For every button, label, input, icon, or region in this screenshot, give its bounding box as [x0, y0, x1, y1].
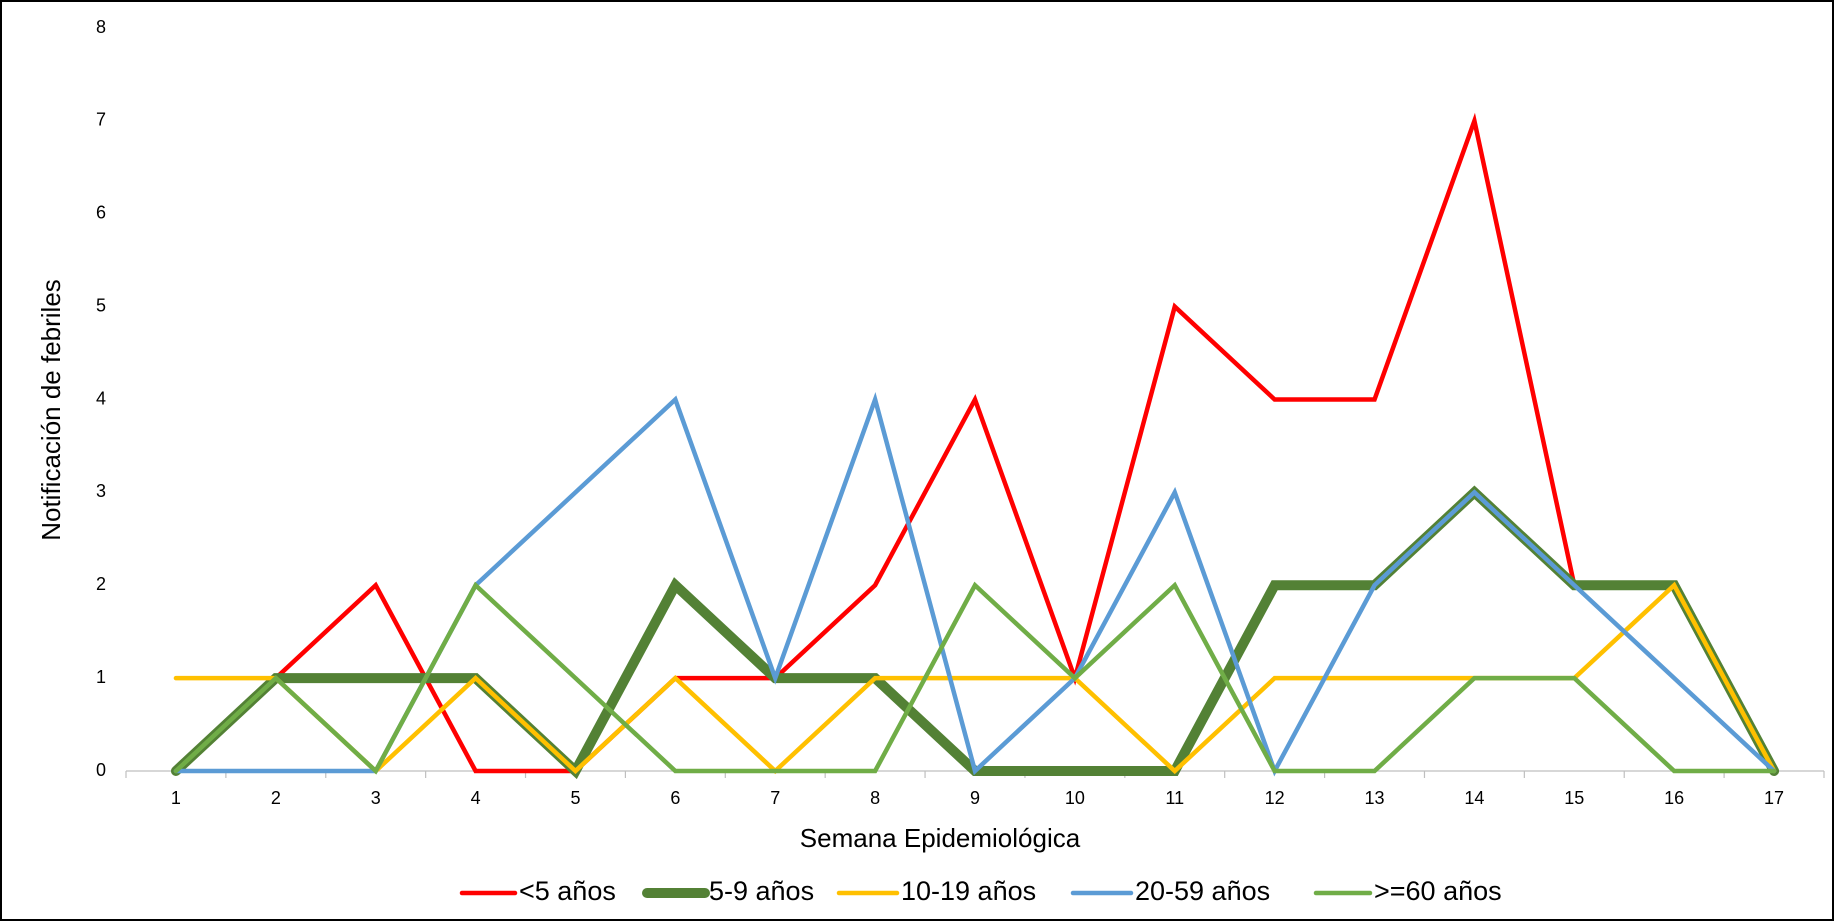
y-tick-label: 5: [96, 295, 106, 315]
y-axis-title: Notificación de febriles: [36, 279, 66, 541]
x-tick-label: 7: [770, 788, 780, 808]
x-tick-label: 16: [1664, 788, 1684, 808]
x-tick-label: 14: [1464, 788, 1484, 808]
x-tick-label: 13: [1365, 788, 1385, 808]
y-tick-label: 2: [96, 574, 106, 594]
x-tick-label: 9: [970, 788, 980, 808]
x-tick-label: 17: [1764, 788, 1784, 808]
x-tick-label: 10: [1065, 788, 1085, 808]
legend-label: 10-19 años: [901, 876, 1036, 906]
y-tick-label: 6: [96, 203, 106, 223]
x-tick-label: 5: [570, 788, 580, 808]
x-tick-label: 15: [1564, 788, 1584, 808]
y-tick-label: 4: [96, 388, 106, 408]
y-tick-label: 0: [96, 760, 106, 780]
series-line: [173, 581, 1777, 775]
x-tick-label: 3: [371, 788, 381, 808]
x-tick-label: 11: [1165, 788, 1184, 808]
y-tick-label: 8: [96, 17, 106, 37]
x-tick-label: 1: [171, 788, 181, 808]
y-tick-label: 3: [96, 481, 106, 501]
legend-label: <5 años: [519, 876, 616, 906]
y-tick-label: 1: [96, 667, 106, 687]
x-tick-label: 2: [271, 788, 281, 808]
x-tick-label: 4: [471, 788, 481, 808]
y-tick-label: 7: [96, 110, 106, 130]
x-tick-label: 12: [1265, 788, 1285, 808]
x-axis-title: Semana Epidemiológica: [800, 823, 1081, 853]
x-tick-label: 8: [870, 788, 880, 808]
legend-label: 5-9 años: [709, 876, 814, 906]
legend-label: 20-59 años: [1135, 876, 1270, 906]
x-tick-label: 6: [670, 788, 680, 808]
legend-label: >=60 años: [1374, 876, 1502, 906]
